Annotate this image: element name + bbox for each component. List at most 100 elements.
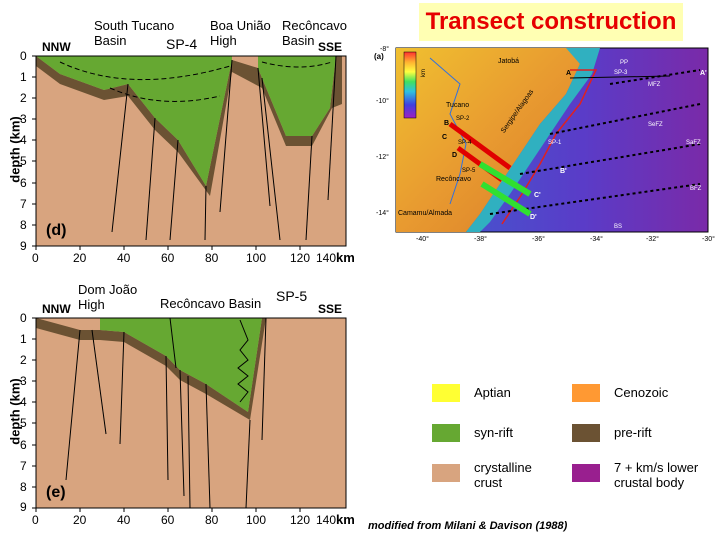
d-ytick-8: 8	[20, 218, 27, 232]
sp2-label: SP-2	[456, 116, 470, 122]
d-xtick-0: 0	[32, 251, 39, 265]
d-panel-letter: (d)	[46, 222, 67, 239]
d-xtick-80: 80	[205, 251, 219, 265]
legend-label-aptian: Aptian	[474, 385, 511, 400]
e-ytick-2: 2	[20, 353, 27, 367]
fz-mfz: MFZ	[648, 82, 661, 88]
e-xtick-40: 40	[117, 513, 131, 527]
sp1-label: SP-1	[548, 140, 562, 146]
place-tucano: Tucano	[446, 102, 470, 109]
lat-tick-12: -12°	[376, 154, 389, 161]
e-ytick-4: 4	[20, 395, 27, 409]
y-ticks	[32, 55, 36, 247]
interfingering	[237, 319, 249, 403]
d-xtick-60: 60	[161, 251, 175, 265]
e-xunit: km	[336, 512, 355, 527]
basin-label-dom-joao: Dom João High	[78, 282, 138, 312]
x-ticks	[35, 246, 301, 250]
faults	[111, 55, 337, 241]
e-xtick-0: 0	[32, 513, 39, 527]
fz-sefz: SeFZ	[648, 122, 663, 128]
place-camamu: Camamu/Almada	[398, 210, 453, 217]
map-panel-letter: (a)	[374, 52, 384, 61]
d-xtick-40: 40	[117, 251, 131, 265]
place-reconcavo: Recôncavo	[436, 176, 472, 183]
e-ytick-5: 5	[20, 416, 27, 430]
d-ytick-5: 5	[20, 154, 27, 168]
e-xtick-80: 80	[205, 513, 219, 527]
lon-tick-34: -34°	[590, 236, 603, 243]
lon-tick-30: -30°	[702, 236, 715, 243]
legend-swatch-crust	[432, 464, 460, 482]
faults-e	[65, 317, 267, 509]
e-ytick-9: 9	[20, 500, 27, 514]
basin-label-boa-uniao: Boa União High	[210, 18, 271, 48]
synrift-layer-e	[100, 318, 262, 412]
e-left-direction: NNW	[42, 302, 71, 316]
colorbar	[403, 51, 417, 119]
map-shelf	[466, 48, 600, 232]
e-ytick-8: 8	[20, 480, 27, 494]
profile-c-red	[448, 121, 512, 171]
e-panel-letter: (e)	[46, 484, 66, 501]
e-ytick-7: 7	[20, 459, 27, 473]
sp5-map-label: SP-5	[462, 168, 476, 174]
legend-swatch-cenozoic	[572, 384, 600, 402]
e-xtick-100: 100	[246, 513, 267, 527]
e-ytick-6: 6	[20, 438, 27, 452]
sp4-map-label: SP-4	[458, 140, 472, 146]
lat-tick-14: -14°	[376, 210, 389, 217]
e-right-direction: SSE	[318, 302, 343, 316]
d-xtick-20: 20	[73, 251, 87, 265]
legend-label-cenozoic: Cenozoic	[614, 385, 669, 400]
d-ytick-9: 9	[20, 239, 27, 253]
synrift-layer	[36, 56, 232, 186]
fz-safz: SaFZ	[686, 140, 701, 146]
d-ytick-0: 0	[20, 49, 27, 63]
lon-tick-36: -36°	[532, 236, 545, 243]
lat-tick-10: -10°	[376, 98, 389, 105]
x-ticks-e	[35, 508, 301, 512]
e-xtick-60: 60	[161, 513, 175, 527]
coast-line-red	[501, 69, 598, 225]
e-xtick-20: 20	[73, 513, 87, 527]
d-xtick-140: 140	[316, 251, 337, 265]
legend-label-prerift: pre-rift	[614, 425, 652, 440]
profile-a	[569, 75, 671, 79]
d-ytick-7: 7	[20, 197, 27, 211]
synrift-layer-2	[258, 56, 336, 136]
section-e-plot	[32, 317, 347, 512]
fz-bfz: BFZ	[690, 186, 702, 192]
profile-letter-d-prime: D'	[530, 214, 537, 221]
place-jatoba: Jatobá	[498, 58, 520, 65]
profile-letter-b-prime: B'	[560, 168, 567, 175]
profile-letter-c: C	[442, 134, 448, 141]
horizon-1	[59, 61, 231, 80]
legend-swatch-prerift	[572, 424, 600, 442]
left-direction: NNW	[42, 40, 71, 54]
horizon-2	[109, 87, 221, 102]
legend-swatch-aptian	[432, 384, 460, 402]
map-land	[396, 48, 580, 232]
profile-letter-d: D	[452, 152, 458, 159]
map-image	[395, 47, 709, 233]
profile-c-green	[478, 161, 532, 197]
lon-tick-40: -40°	[416, 236, 429, 243]
prerift-layer-e	[36, 318, 266, 420]
sp4-label: SP-4	[166, 36, 198, 52]
d-ytick-1: 1	[20, 70, 27, 84]
d-ytick-2: 2	[20, 91, 27, 105]
lon-tick-38: -38°	[474, 236, 487, 243]
source-credit: modified from Milani & Davison (1988)	[368, 520, 568, 532]
lon-tick-32: -32°	[646, 236, 659, 243]
right-direction: SSE	[318, 40, 343, 54]
colorbar-unit: km	[421, 69, 427, 77]
sp3-label: SP-3	[614, 70, 628, 76]
d-ytick-6: 6	[20, 176, 27, 190]
d-xtick-100: 100	[246, 251, 267, 265]
basin-label-reconcavo-e: Recôncavo Basin	[160, 296, 262, 311]
horizon-3	[261, 61, 333, 68]
place-pp: PP	[620, 60, 629, 66]
d-ytick-3: 3	[20, 112, 27, 126]
profile-letter-c-prime: C'	[534, 192, 541, 199]
